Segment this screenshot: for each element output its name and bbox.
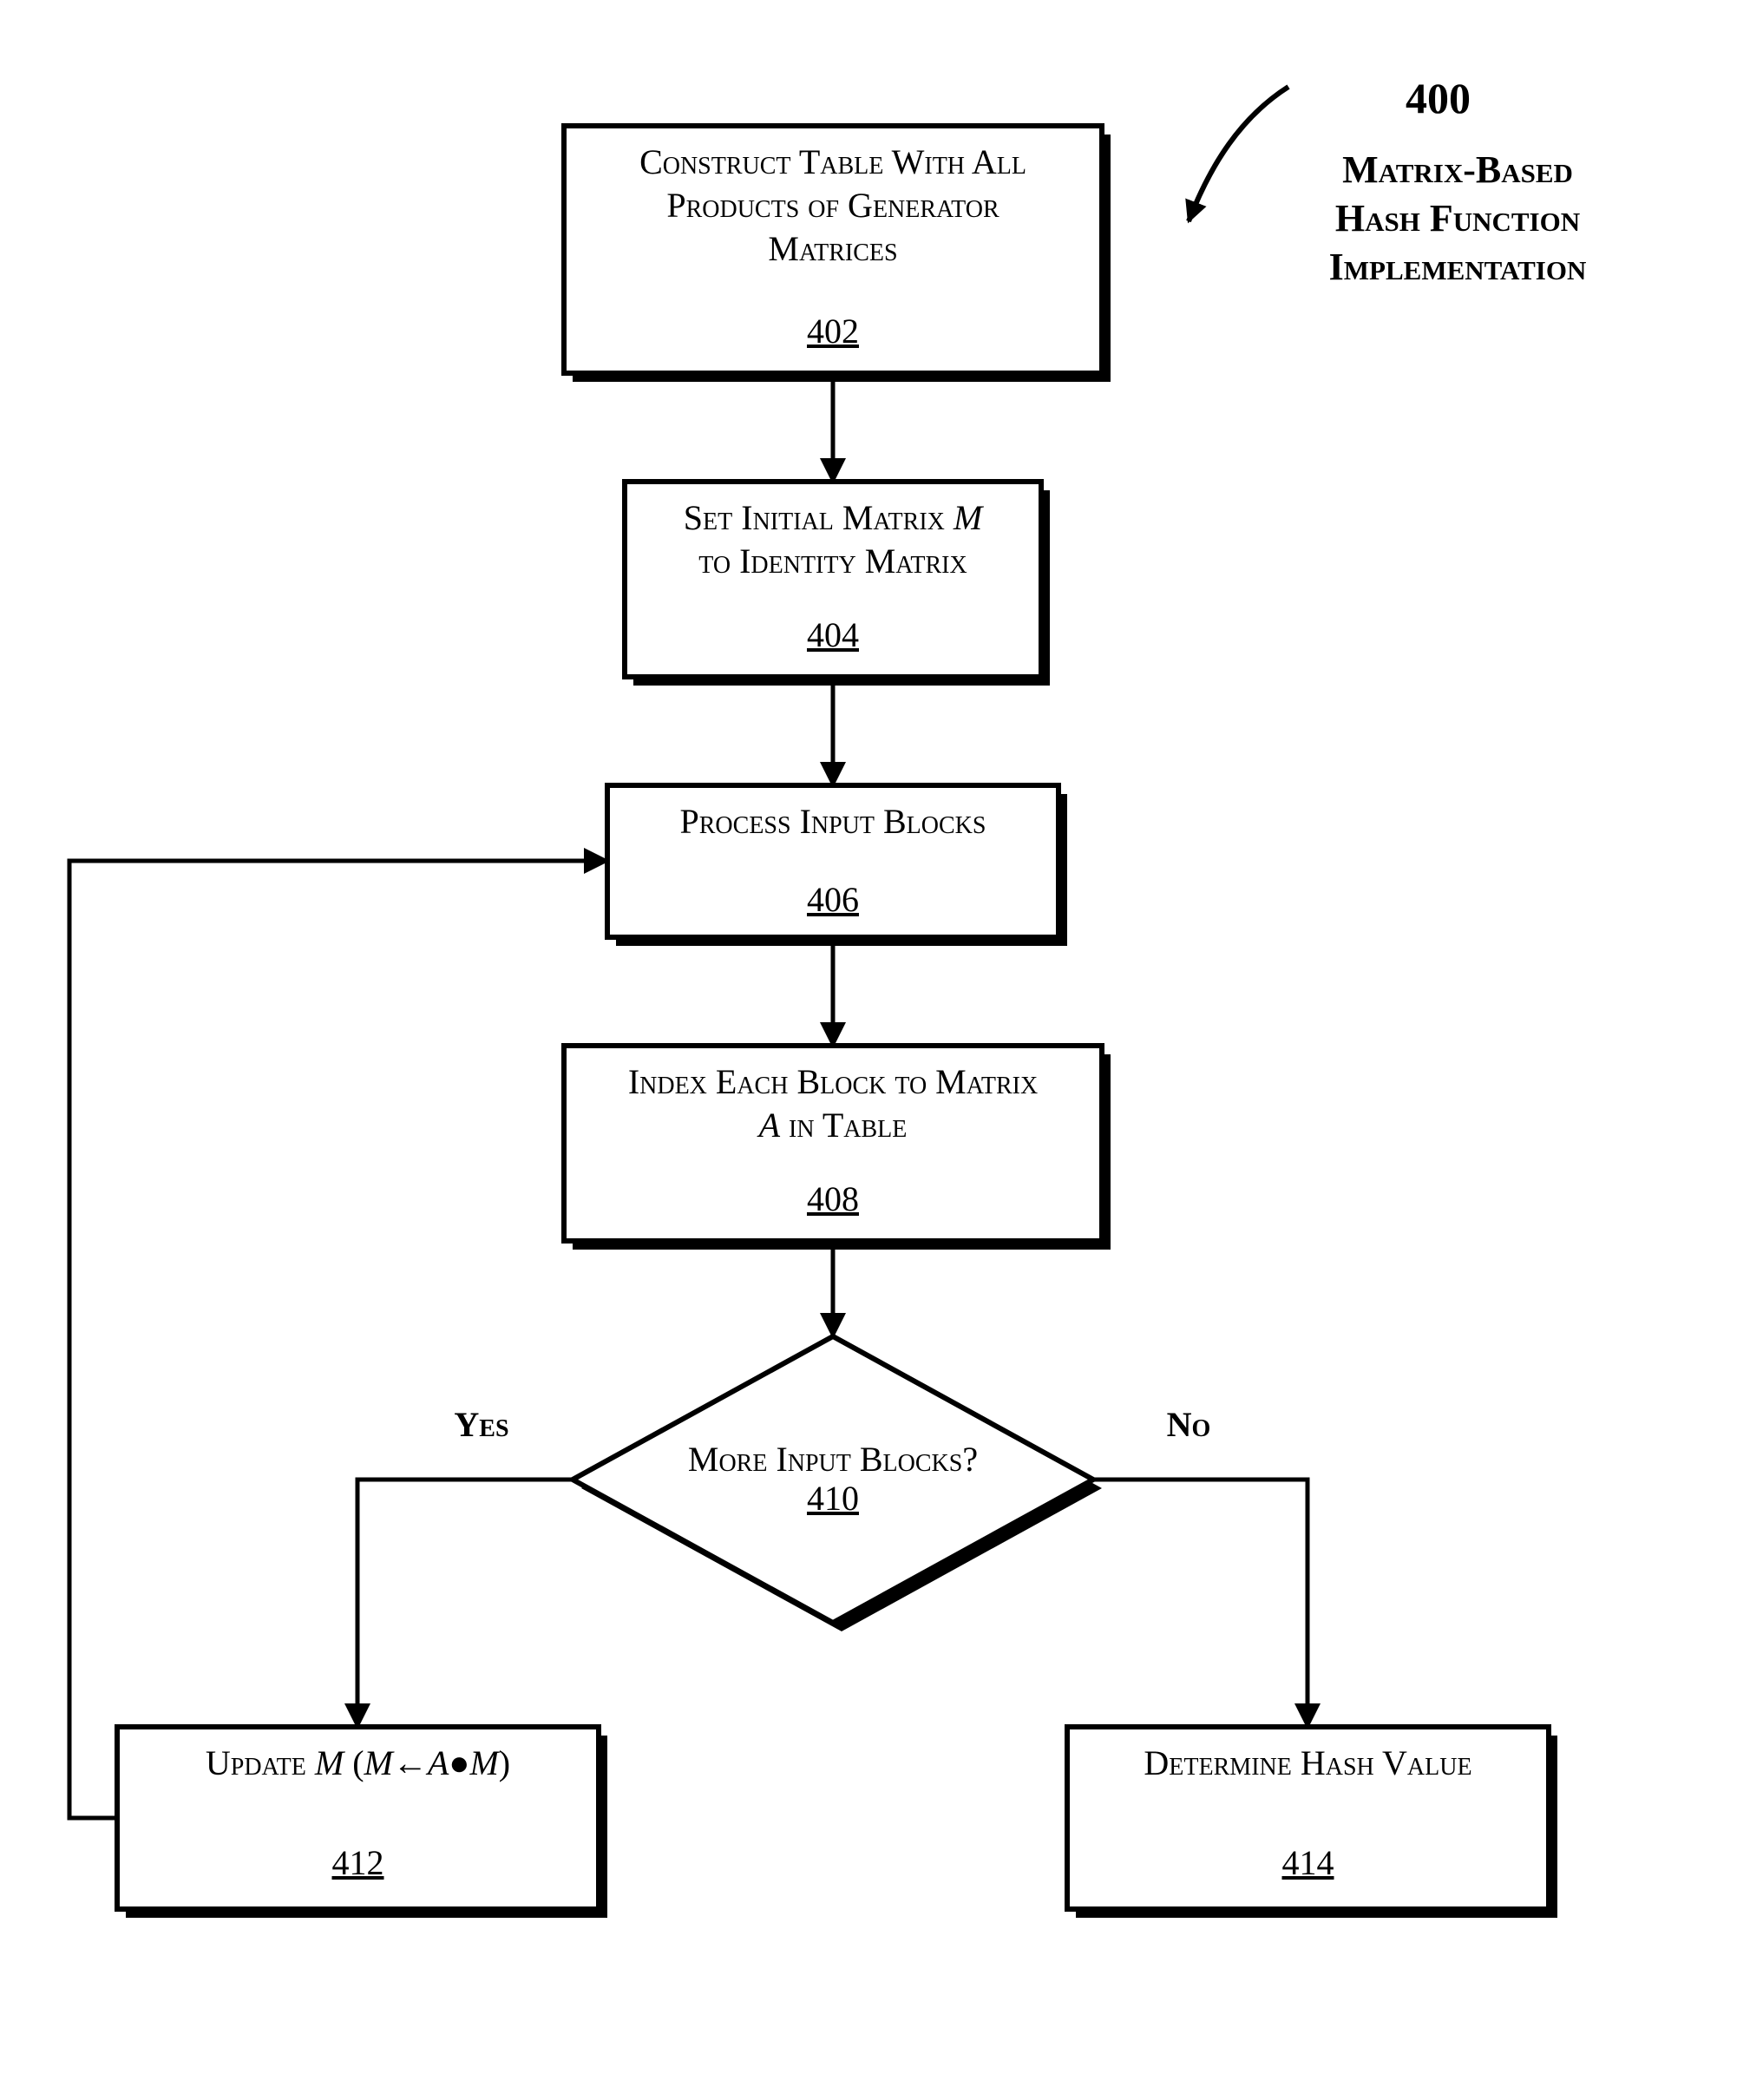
node-text: Index Each Block to Matrix	[628, 1062, 1038, 1101]
node-text: Matrices	[768, 229, 897, 268]
node-ref: 410	[807, 1479, 859, 1518]
node-text: A in Table	[757, 1106, 908, 1145]
flow-edge	[1093, 1480, 1308, 1727]
edge-label: Yes	[454, 1405, 508, 1444]
node-ref: 402	[807, 312, 859, 351]
diagram-title: Implementation	[1329, 246, 1587, 288]
node-ref: 404	[807, 615, 859, 654]
figure-number: 400	[1406, 74, 1471, 122]
node-text: Update M (M←A●M)	[206, 1743, 510, 1782]
node-text: to Identity Matrix	[698, 541, 967, 581]
node-text: More Input Blocks?	[688, 1440, 978, 1479]
node-text: Set Initial Matrix M	[684, 498, 985, 537]
diagram-title: Hash Function	[1335, 197, 1580, 240]
node-text: Process Input Blocks	[680, 802, 986, 841]
node-ref: 406	[807, 880, 859, 919]
flow-edge	[69, 861, 607, 1818]
node-ref: 414	[1282, 1843, 1334, 1882]
flow-edge	[357, 1480, 573, 1727]
node-text: Construct Table With All	[639, 142, 1026, 181]
node-ref: 408	[807, 1179, 859, 1218]
diagram-title: Matrix-Based	[1342, 148, 1573, 191]
node-text: Determine Hash Value	[1144, 1743, 1471, 1782]
edge-label: No	[1167, 1405, 1211, 1444]
node-text: Products of Generator	[666, 186, 999, 225]
node-ref: 412	[332, 1843, 384, 1882]
